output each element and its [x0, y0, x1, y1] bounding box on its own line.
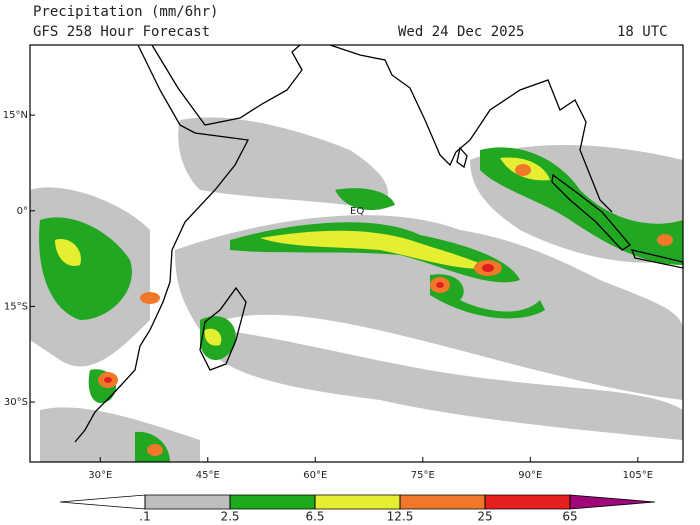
colorbar-label: 25	[477, 510, 492, 524]
colorbar-label: 12.5	[387, 510, 414, 524]
x-tick-label: 90°E	[518, 470, 542, 481]
colorbar-label: .1	[139, 510, 150, 524]
x-tick-label: 45°E	[196, 470, 220, 481]
date: Wed 24 Dec 2025	[398, 24, 524, 40]
colorbar-segment	[484, 494, 571, 510]
subtitle: GFS 258 Hour Forecast	[33, 24, 210, 40]
colorbar-segment	[399, 494, 486, 510]
y-tick-label: 0°	[17, 206, 28, 217]
x-tick-label: 60°E	[303, 470, 327, 481]
y-tick-label: 15°N	[3, 110, 28, 121]
y-tick-label: 30°S	[4, 397, 28, 408]
coastlines	[74, 44, 684, 443]
equator-label: EQ	[350, 206, 364, 217]
colorbar-segment	[229, 494, 316, 510]
colorbar-label: 65	[562, 510, 577, 524]
colorbar-segment	[59, 494, 146, 510]
colorbar-segment	[144, 494, 231, 510]
colorbar-label: 6.5	[305, 510, 324, 524]
map-frame	[29, 44, 684, 463]
time: 18 UTC	[617, 24, 668, 40]
colorbar-segment	[569, 494, 656, 510]
x-tick-label: 75°E	[411, 470, 435, 481]
x-tick-label: 30°E	[88, 470, 112, 481]
x-tick-label: 105°E	[623, 470, 653, 481]
colorbar-segment	[314, 494, 401, 510]
y-tick-label: 15°S	[4, 301, 28, 312]
title: Precipitation (mm/6hr)	[33, 4, 218, 20]
colorbar-label: 2.5	[220, 510, 239, 524]
precip-field	[30, 117, 683, 462]
